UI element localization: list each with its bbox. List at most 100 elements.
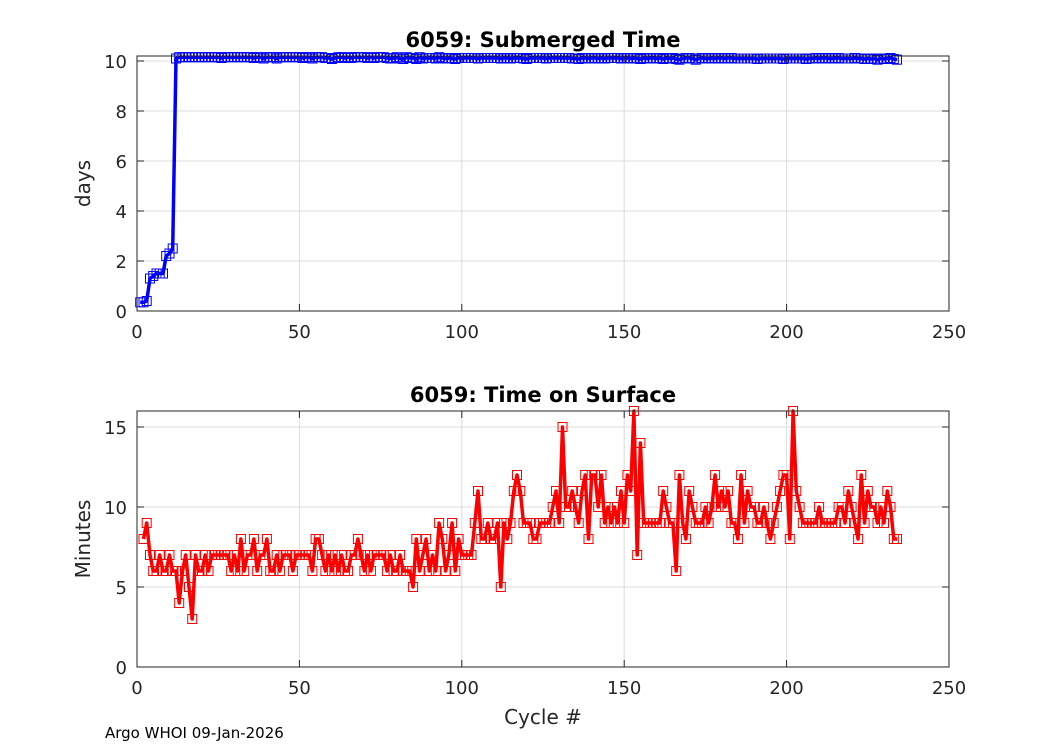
data-point-marker <box>505 518 516 528</box>
data-point-marker <box>723 486 734 496</box>
data-point-marker <box>872 54 883 65</box>
data-point-marker <box>755 518 766 528</box>
data-point-marker <box>599 518 610 528</box>
data-point-marker <box>551 486 561 496</box>
data-point-marker <box>382 566 393 576</box>
data-point-marker <box>667 518 678 528</box>
y-tick-label: 6 <box>116 152 127 173</box>
data-point-marker <box>352 534 363 544</box>
data-point-marker <box>590 470 600 480</box>
data-point-marker <box>271 53 282 64</box>
data-point-marker <box>330 550 341 560</box>
submerged-time-panel: 0 50 100 150 200 250 0 2 4 6 8 10 6059: Submerged Ti… <box>71 28 966 343</box>
data-point-marker <box>222 550 233 560</box>
data-point-marker <box>593 502 604 512</box>
data-point-marker <box>408 582 419 592</box>
data-point-marker <box>245 52 256 63</box>
data-point-marker <box>336 550 347 560</box>
data-point-marker <box>658 54 669 64</box>
data-point-marker <box>596 470 607 480</box>
data-point-marker <box>567 486 578 496</box>
data-point-marker <box>304 52 315 63</box>
data-point-marker <box>622 470 633 480</box>
data-point-marker <box>856 470 867 480</box>
y-tick-label: 0 <box>116 658 127 679</box>
data-point-marker <box>336 52 347 63</box>
y-tick-label: 0 <box>116 302 127 323</box>
data-point-marker <box>557 422 568 432</box>
data-point-marker <box>619 518 630 528</box>
data-point-marker <box>356 550 367 560</box>
axes-box <box>136 55 950 312</box>
data-point-marker <box>700 502 711 512</box>
data-point-marker <box>197 566 207 576</box>
x-tick-label: 150 <box>607 322 641 343</box>
data-point-marker <box>437 534 448 544</box>
data-point-marker <box>349 550 360 560</box>
data-point-marker <box>840 518 851 528</box>
data-point-marker <box>846 502 857 512</box>
data-point-marker <box>434 52 445 63</box>
data-point-marker <box>317 550 328 560</box>
data-point-marker <box>313 534 324 544</box>
data-point-marker <box>239 566 250 576</box>
data-point-marker <box>326 566 337 576</box>
data-point-marker <box>609 502 620 512</box>
data-point-marker <box>229 550 240 560</box>
axes-box <box>136 410 950 668</box>
data-point-marker <box>814 502 825 512</box>
data-point-marker <box>625 486 636 496</box>
data-point-marker <box>479 534 490 544</box>
data-point-marker <box>141 518 152 528</box>
data-point-marker <box>771 502 782 512</box>
data-point-marker <box>544 518 555 528</box>
data-point-marker <box>171 53 181 64</box>
data-point-marker <box>667 53 678 63</box>
x-axis-label: Cycle # <box>504 705 582 729</box>
data-point-marker <box>732 534 743 544</box>
data-point-marker <box>408 53 419 63</box>
data-point-marker <box>710 470 721 480</box>
data-point-marker <box>378 550 389 560</box>
data-point-marker <box>430 566 441 576</box>
data-point-marker <box>525 518 535 528</box>
data-point-marker <box>343 52 354 63</box>
y-tick-label: 8 <box>116 102 127 123</box>
data-point-marker <box>508 486 519 496</box>
data-point-marker <box>719 502 730 512</box>
data-point-marker <box>469 518 480 528</box>
data-point-marker <box>330 53 341 63</box>
data-point-marker <box>492 518 503 528</box>
data-point-marker <box>742 486 753 496</box>
series-line <box>141 409 897 621</box>
data-point-marker <box>794 502 805 512</box>
data-point-marker <box>632 550 643 560</box>
data-point-marker <box>414 566 425 576</box>
data-point-marker <box>654 53 665 63</box>
data-point-marker <box>180 550 191 560</box>
footer-credit: Argo WHOI 09-Jan-2026 <box>105 724 284 742</box>
data-point-marker <box>213 52 224 63</box>
data-point-marker <box>411 534 422 544</box>
data-point-marker <box>888 54 899 64</box>
data-point-marker <box>359 52 370 63</box>
data-point-marker <box>603 502 613 512</box>
data-point-marker <box>869 502 880 512</box>
data-point-marker <box>161 566 172 576</box>
data-point-marker <box>258 550 269 560</box>
data-point-marker <box>391 566 402 576</box>
data-point-marker <box>531 534 542 544</box>
data-point-marker <box>687 502 698 512</box>
data-point-marker <box>810 518 821 528</box>
data-point-marker <box>248 53 259 63</box>
x-tick-label: 50 <box>288 678 311 699</box>
data-point-marker <box>395 550 406 560</box>
data-point-marker <box>398 54 409 64</box>
data-point-marker <box>580 470 591 480</box>
data-point-marker <box>450 566 461 576</box>
data-point-marker <box>674 470 685 480</box>
x-tick-label: 50 <box>288 322 311 343</box>
x-tick-label: 200 <box>769 678 803 699</box>
data-point-marker <box>320 566 331 576</box>
data-point-marker <box>736 470 747 480</box>
